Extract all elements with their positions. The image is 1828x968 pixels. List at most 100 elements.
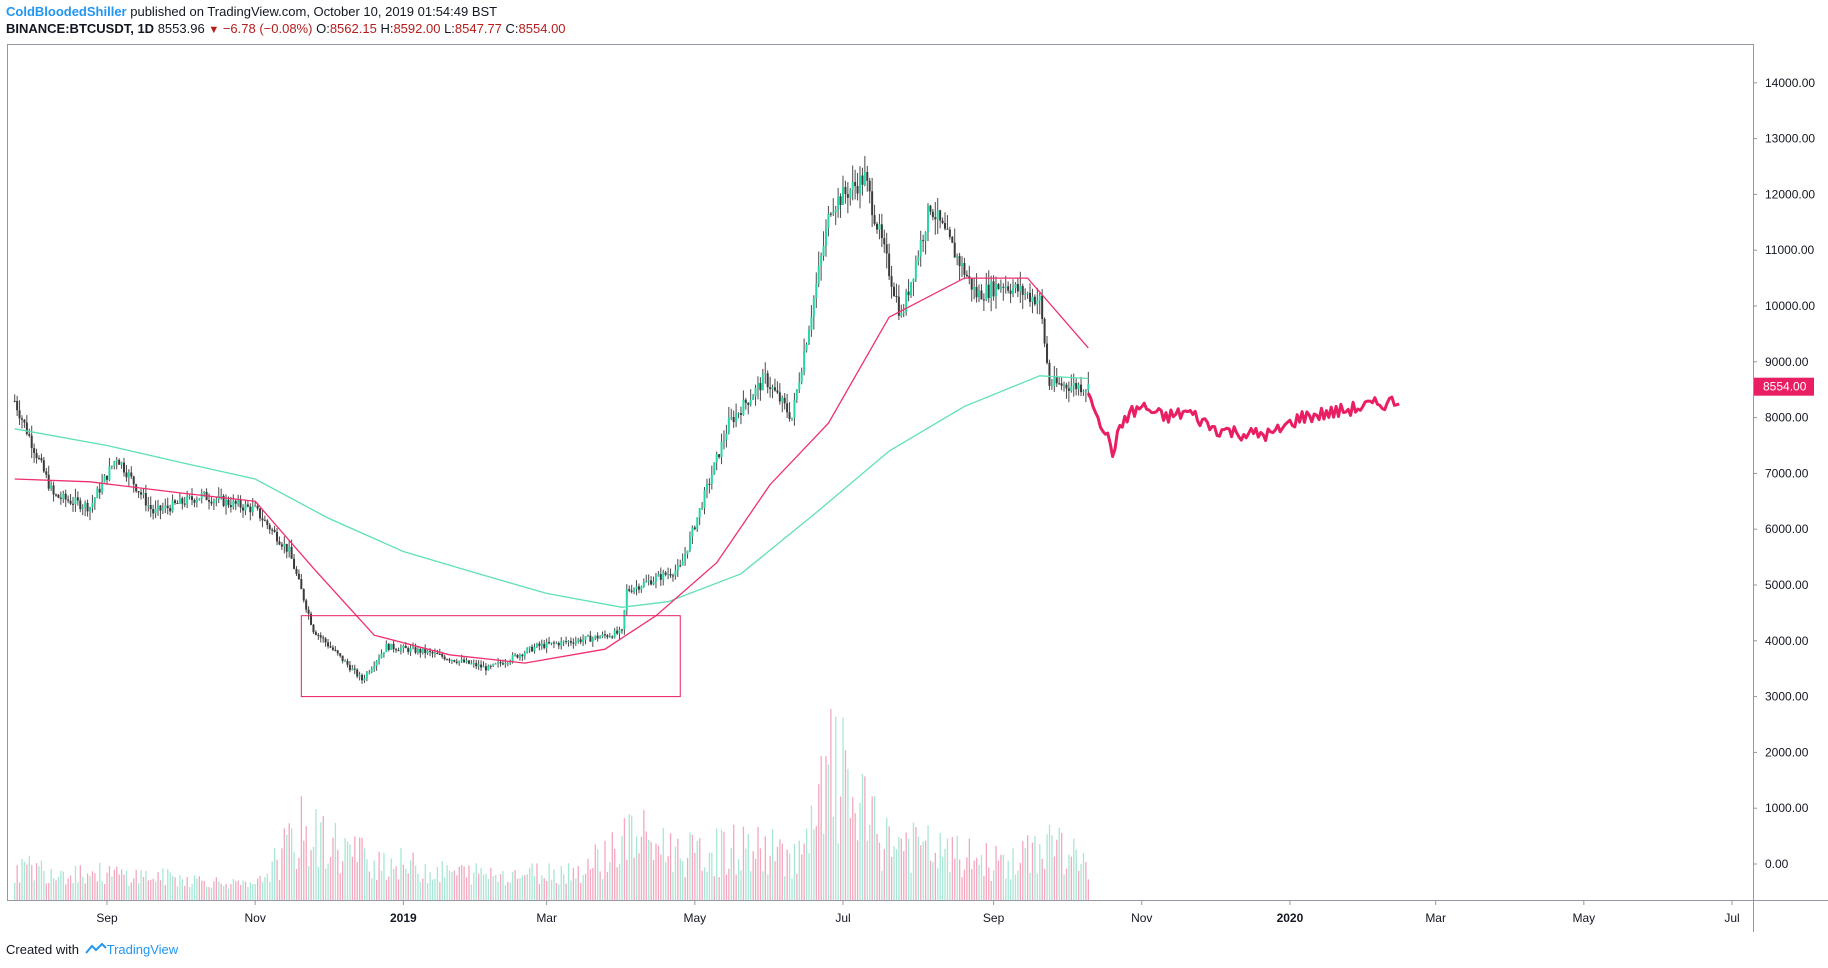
volume-bar	[1048, 824, 1051, 900]
volume-bar	[458, 866, 460, 900]
candle	[844, 180, 847, 204]
candle	[586, 634, 589, 637]
candle	[1046, 336, 1049, 365]
volume-bar	[784, 876, 786, 900]
volume-bar	[57, 876, 60, 900]
volume-bar	[171, 875, 174, 900]
volume-bar	[94, 873, 96, 900]
volume-bar	[543, 878, 545, 900]
author-link[interactable]: ColdBloodedShiller	[6, 4, 127, 19]
volume-bar	[1017, 870, 1019, 900]
candle	[837, 187, 840, 218]
candle	[854, 169, 857, 200]
volume-bar	[84, 883, 86, 900]
volume-bar	[626, 859, 628, 900]
volume-bar	[463, 866, 465, 900]
candle	[147, 496, 150, 512]
volume-bar	[577, 865, 579, 900]
volume-bar	[33, 880, 35, 900]
volume-bar	[363, 848, 366, 900]
candle	[909, 281, 912, 298]
volume-bar	[745, 848, 747, 900]
candle	[334, 646, 337, 652]
volume-bar	[910, 872, 912, 900]
high-label: H:	[380, 21, 394, 36]
volume-bar	[1014, 874, 1017, 900]
candle	[363, 674, 366, 683]
candle	[1016, 277, 1019, 298]
volume-bar	[852, 797, 854, 900]
candle	[424, 644, 427, 659]
candle	[365, 670, 368, 682]
candle	[120, 461, 123, 469]
accumulation-box[interactable]	[300, 615, 681, 698]
symbol-label[interactable]: BINANCE:BTCUSDT, 1D	[6, 21, 155, 36]
candle	[565, 636, 568, 645]
volume-bar	[402, 864, 405, 900]
volume-bar	[414, 865, 417, 900]
volume-bar	[439, 882, 441, 900]
volume-bar	[599, 871, 601, 900]
candle	[606, 633, 609, 640]
candle	[314, 630, 317, 636]
volume-bar	[1019, 862, 1022, 900]
candle	[803, 338, 806, 376]
candle	[1053, 365, 1056, 392]
candle	[858, 166, 861, 209]
candle	[545, 638, 548, 654]
volume-bar	[133, 878, 135, 900]
volume-bar	[249, 882, 252, 900]
volume-bar	[497, 881, 499, 900]
candle	[193, 498, 196, 508]
candle	[927, 203, 930, 242]
volume-bar	[932, 862, 934, 900]
candle	[948, 226, 951, 240]
candle	[198, 498, 201, 501]
close-value: 8554.00	[518, 21, 566, 36]
close-label: C:	[505, 21, 519, 36]
current-price-badge	[1754, 377, 1814, 396]
volume-bar	[550, 879, 553, 900]
candle	[589, 631, 592, 642]
volume-bar	[371, 878, 373, 900]
candle	[450, 659, 453, 664]
candle	[997, 283, 1000, 290]
low-value: 8547.77	[454, 21, 502, 36]
volume-bar	[210, 887, 213, 900]
candle	[110, 465, 113, 470]
volume-bar	[958, 859, 961, 900]
tradingview-link[interactable]: TradingView	[106, 942, 179, 957]
volume-bar	[164, 885, 166, 900]
volume-bar	[354, 836, 356, 900]
volume-bar	[1051, 835, 1053, 900]
volume-bar	[43, 870, 45, 900]
candle	[402, 644, 405, 653]
candle	[965, 270, 968, 278]
volume-bar	[1022, 841, 1024, 900]
volume-bar	[230, 884, 232, 900]
volume-bar	[252, 883, 254, 900]
volume-bar	[1060, 832, 1063, 900]
volume-bar	[832, 816, 834, 900]
candle	[781, 395, 784, 413]
time-tick-label: Mar	[1425, 911, 1446, 925]
volume-bar	[781, 843, 783, 900]
candle	[628, 585, 631, 593]
candle	[1084, 388, 1087, 403]
volume-bar	[922, 841, 924, 900]
volume-bar	[48, 883, 50, 900]
volume-bar	[713, 876, 715, 900]
volume-bar	[89, 876, 91, 900]
candle	[939, 209, 942, 229]
volume-bar	[14, 882, 16, 900]
volume-bar	[716, 828, 718, 900]
volume-bar	[747, 834, 749, 900]
volume-bar	[380, 870, 383, 900]
candle	[268, 522, 271, 534]
tradingview-logo-icon	[84, 942, 107, 954]
candle	[348, 660, 351, 673]
volume-bar	[536, 863, 538, 900]
candle	[676, 559, 679, 578]
volume-bar	[157, 871, 159, 900]
